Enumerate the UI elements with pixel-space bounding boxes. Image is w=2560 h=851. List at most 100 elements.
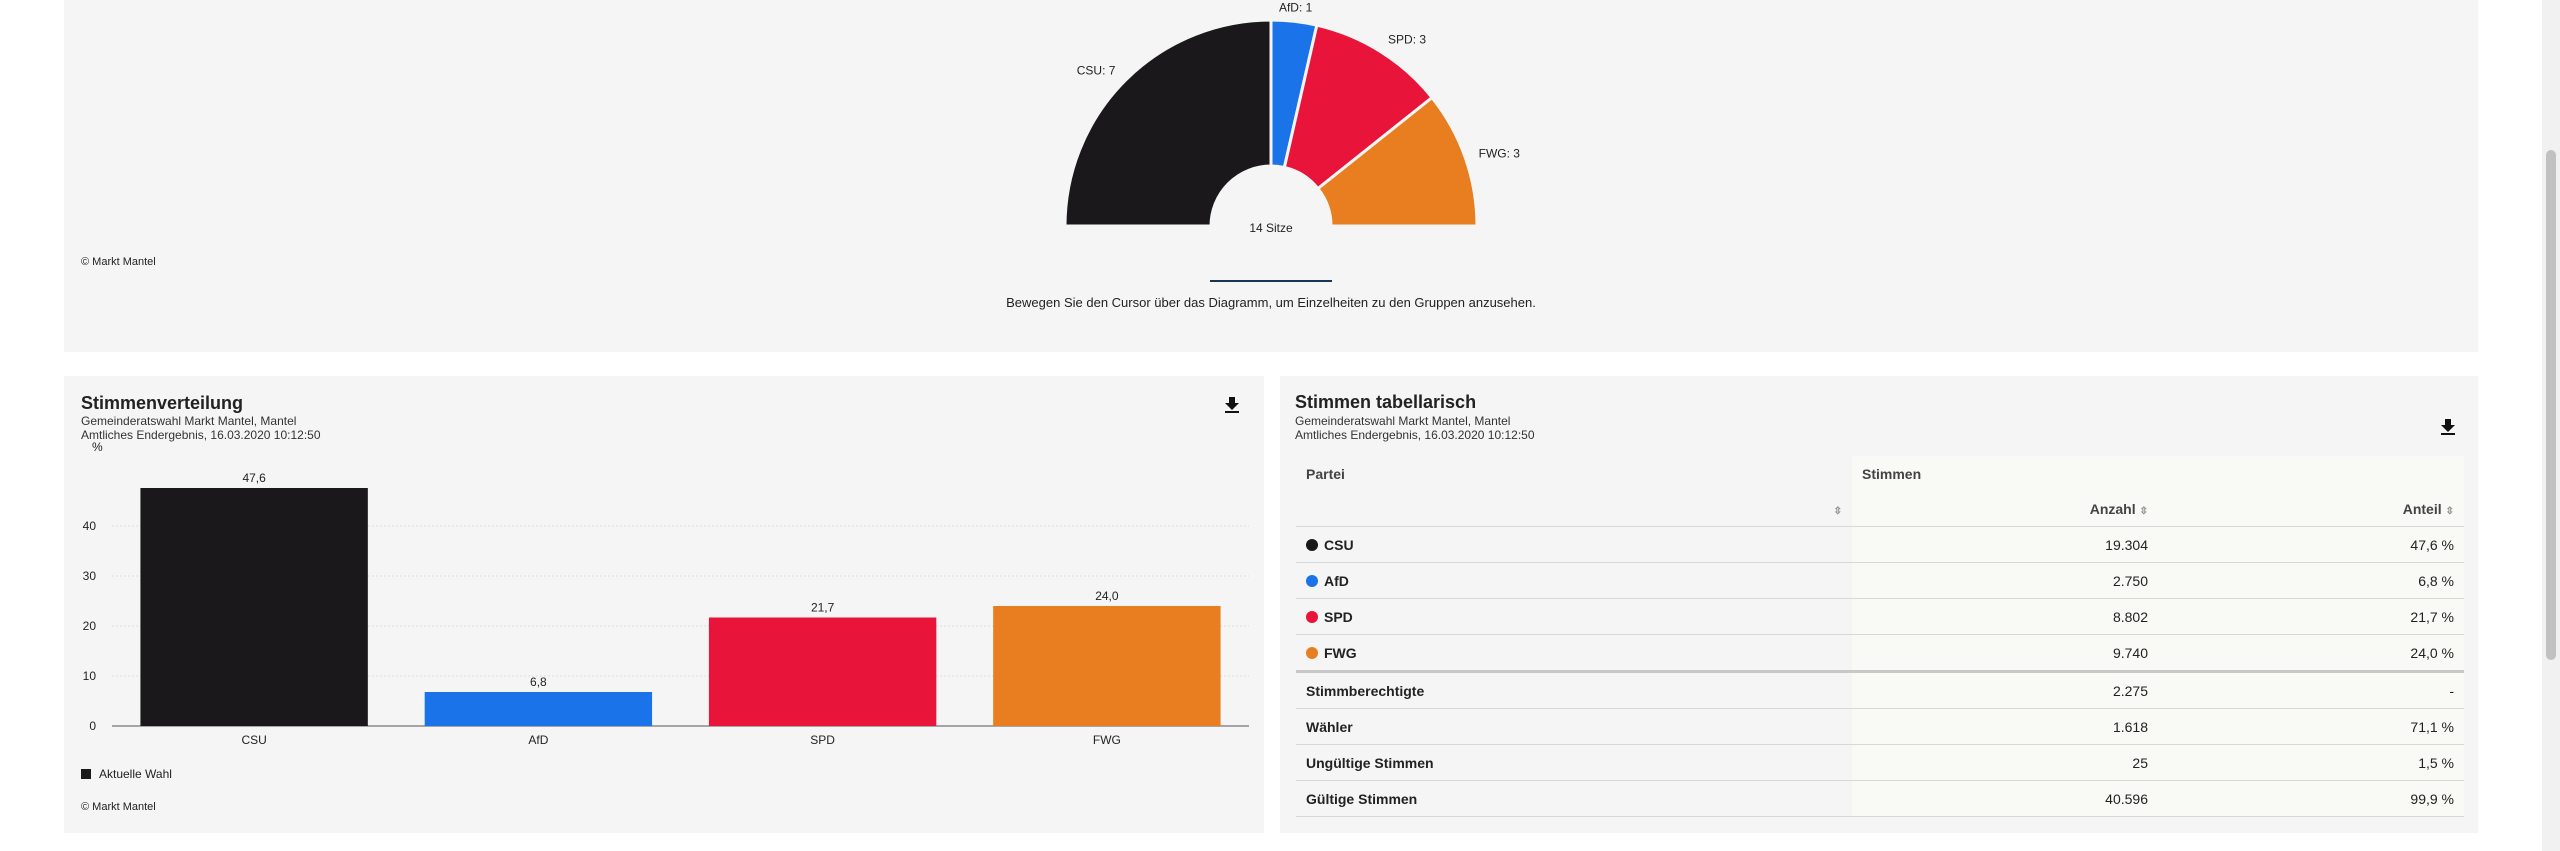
y-tick-label: 10 xyxy=(83,669,97,683)
party-cell: FWG xyxy=(1296,634,1852,672)
legend-label: Aktuelle Wahl xyxy=(99,767,172,781)
vote-share: 24,0 % xyxy=(2158,634,2464,672)
seat-label-fwg: FWG: 3 xyxy=(1479,146,1521,160)
vote-table: Partei Stimmen ⇳ Anzahl ⇳ Anteil ⇳ CSU 19.3… xyxy=(1296,456,2464,817)
seat-slice-fwg[interactable] xyxy=(1315,95,1479,228)
x-tick-label: FWG xyxy=(1093,733,1121,747)
vote-count: 2.750 xyxy=(1852,562,2158,599)
seat-total-label: 14 Sitze xyxy=(1249,221,1293,235)
vote-share: 21,7 % xyxy=(2158,598,2464,635)
party-name: SPD xyxy=(1324,608,1353,625)
col-party-header: Partei xyxy=(1306,465,1345,482)
bar-chart-copyright: © Markt Mantel xyxy=(81,801,156,813)
bar-value-label: 24,0 xyxy=(1095,589,1119,603)
sort-icon: ⇳ xyxy=(1833,505,1842,517)
bar-chart: % 0 10 20 30 40 47,6 CSU 6,8 AfD 21,7 SPD 24,0 FWG xyxy=(83,440,1249,747)
seat-slice-spd[interactable] xyxy=(1282,23,1435,191)
bar-chart-date: Amtliches Endergebnis, 16.03.2020 10:12:… xyxy=(81,428,321,442)
summary-label: Stimmberechtigte xyxy=(1296,670,1852,709)
summary-row: Stimmberechtigte 2.275- xyxy=(1296,670,2464,709)
bar-spd[interactable] xyxy=(708,617,937,727)
seat-chart[interactable]: CSU: 7 AfD: 1 SPD: 3 FWG: 3 14 Sitze xyxy=(64,0,2478,352)
sort-count-button[interactable]: Anzahl ⇳ xyxy=(1852,491,2158,527)
summary-row: Ungültige Stimmen 25 1,5 % xyxy=(1296,744,2464,781)
seat-label-spd: SPD: 3 xyxy=(1388,33,1426,47)
download-icon[interactable] xyxy=(1222,394,1242,414)
party-color-dot xyxy=(1306,538,1318,551)
bar-value-label: 47,6 xyxy=(242,471,266,485)
vote-distribution-panel: Stimmenverteilung Gemeinderatswahl Markt… xyxy=(64,376,1264,833)
table-date: Amtliches Endergebnis, 16.03.2020 10:12:… xyxy=(1295,428,1535,442)
bar-legend: Aktuelle Wahl xyxy=(81,767,172,781)
col-votes-header: Stimmen xyxy=(1852,456,2464,491)
summary-label: Gültige Stimmen xyxy=(1296,780,1852,817)
seat-slice-csu[interactable] xyxy=(1063,18,1273,228)
party-row-spd: SPD 8.802 21,7 % xyxy=(1296,598,2464,635)
bar-csu[interactable] xyxy=(140,488,368,726)
party-color-dot xyxy=(1306,646,1318,659)
x-tick-label: AfD xyxy=(528,733,548,747)
summary-share: 71,1 % xyxy=(2158,708,2464,745)
summary-share: 1,5 % xyxy=(2158,744,2464,781)
y-tick-label: 30 xyxy=(83,569,97,583)
col-share-header: Anteil xyxy=(2402,500,2442,517)
vote-count: 9.740 xyxy=(1852,634,2158,672)
seat-label-csu: CSU: 7 xyxy=(1077,63,1116,77)
summary-label: Wähler xyxy=(1296,708,1852,745)
party-row-csu: CSU 19.304 47,6 % xyxy=(1296,526,2464,563)
y-tick-label: 40 xyxy=(83,519,97,533)
party-cell: SPD xyxy=(1296,598,1852,635)
table-title: Stimmen tabellarisch xyxy=(1295,392,1477,412)
party-cell: CSU xyxy=(1296,526,1852,563)
x-tick-label: CSU xyxy=(241,733,266,747)
summary-label: Ungültige Stimmen xyxy=(1296,744,1852,781)
party-row-fwg: FWG 9.740 24,0 % xyxy=(1296,634,2464,672)
bar-afd[interactable] xyxy=(424,692,653,726)
vote-count: 19.304 xyxy=(1852,526,2158,563)
summary-row: Wähler 1.618 71,1 % xyxy=(1296,708,2464,745)
bar-chart-subtitle: Gemeinderatswahl Markt Mantel, Mantel xyxy=(81,414,297,428)
bar-value-label: 6,8 xyxy=(530,675,547,689)
summary-share: 99,9 % xyxy=(2158,780,2464,817)
party-name: AfD xyxy=(1324,572,1349,589)
party-name: FWG xyxy=(1324,644,1357,661)
sort-share-button[interactable]: Anteil ⇳ xyxy=(2158,491,2464,527)
bar-fwg[interactable] xyxy=(993,606,1221,726)
vote-share: 6,8 % xyxy=(2158,562,2464,599)
legend-swatch xyxy=(81,769,91,779)
summary-count: 1.618 xyxy=(1852,708,2158,745)
sort-party-button[interactable]: ⇳ xyxy=(1296,491,1852,527)
sort-icon: ⇳ xyxy=(2139,505,2148,517)
vote-table-panel: Stimmen tabellarisch Gemeinderatswahl Ma… xyxy=(1280,376,2478,833)
party-color-dot xyxy=(1306,610,1318,623)
seat-label-afd: AfD: 1 xyxy=(1279,0,1313,14)
summary-row: Gültige Stimmen 40.596 99,9 % xyxy=(1296,780,2464,817)
seat-distribution-panel: CSU: 7 AfD: 1 SPD: 3 FWG: 3 14 Sitze © Mark… xyxy=(64,0,2478,352)
summary-count: 40.596 xyxy=(1852,780,2158,817)
chart-hint: Bewegen Sie den Cursor über das Diagramm… xyxy=(1006,295,1536,310)
table-subtitle: Gemeinderatswahl Markt Mantel, Mantel xyxy=(1295,414,1511,428)
summary-name: Stimmberechtigte xyxy=(1306,682,1425,699)
download-icon[interactable] xyxy=(2438,416,2458,436)
summary-name: Ungültige Stimmen xyxy=(1306,754,1434,771)
party-row-afd: AfD 2.750 6,8 % xyxy=(1296,562,2464,599)
y-tick-label: 0 xyxy=(89,719,96,733)
summary-count: 25 xyxy=(1852,744,2158,781)
seat-chart-copyright: © Markt Mantel xyxy=(81,256,156,268)
y-tick-label: 20 xyxy=(83,619,97,633)
summary-count: 2.275 xyxy=(1852,670,2158,709)
page-scrollbar-thumb[interactable] xyxy=(2546,150,2556,660)
sort-icon: ⇳ xyxy=(2445,505,2454,517)
party-color-dot xyxy=(1306,574,1318,587)
y-axis-label: % xyxy=(92,440,103,454)
summary-name: Gültige Stimmen xyxy=(1306,790,1418,807)
vote-count: 8.802 xyxy=(1852,598,2158,635)
vote-share: 47,6 % xyxy=(2158,526,2464,563)
bar-value-label: 21,7 xyxy=(811,601,835,615)
party-cell: AfD xyxy=(1296,562,1852,599)
bar-chart-title: Stimmenverteilung xyxy=(81,393,244,413)
summary-name: Wähler xyxy=(1306,718,1353,735)
x-tick-label: SPD xyxy=(810,733,835,747)
party-name: CSU xyxy=(1324,536,1354,553)
summary-share: - xyxy=(2158,670,2464,709)
